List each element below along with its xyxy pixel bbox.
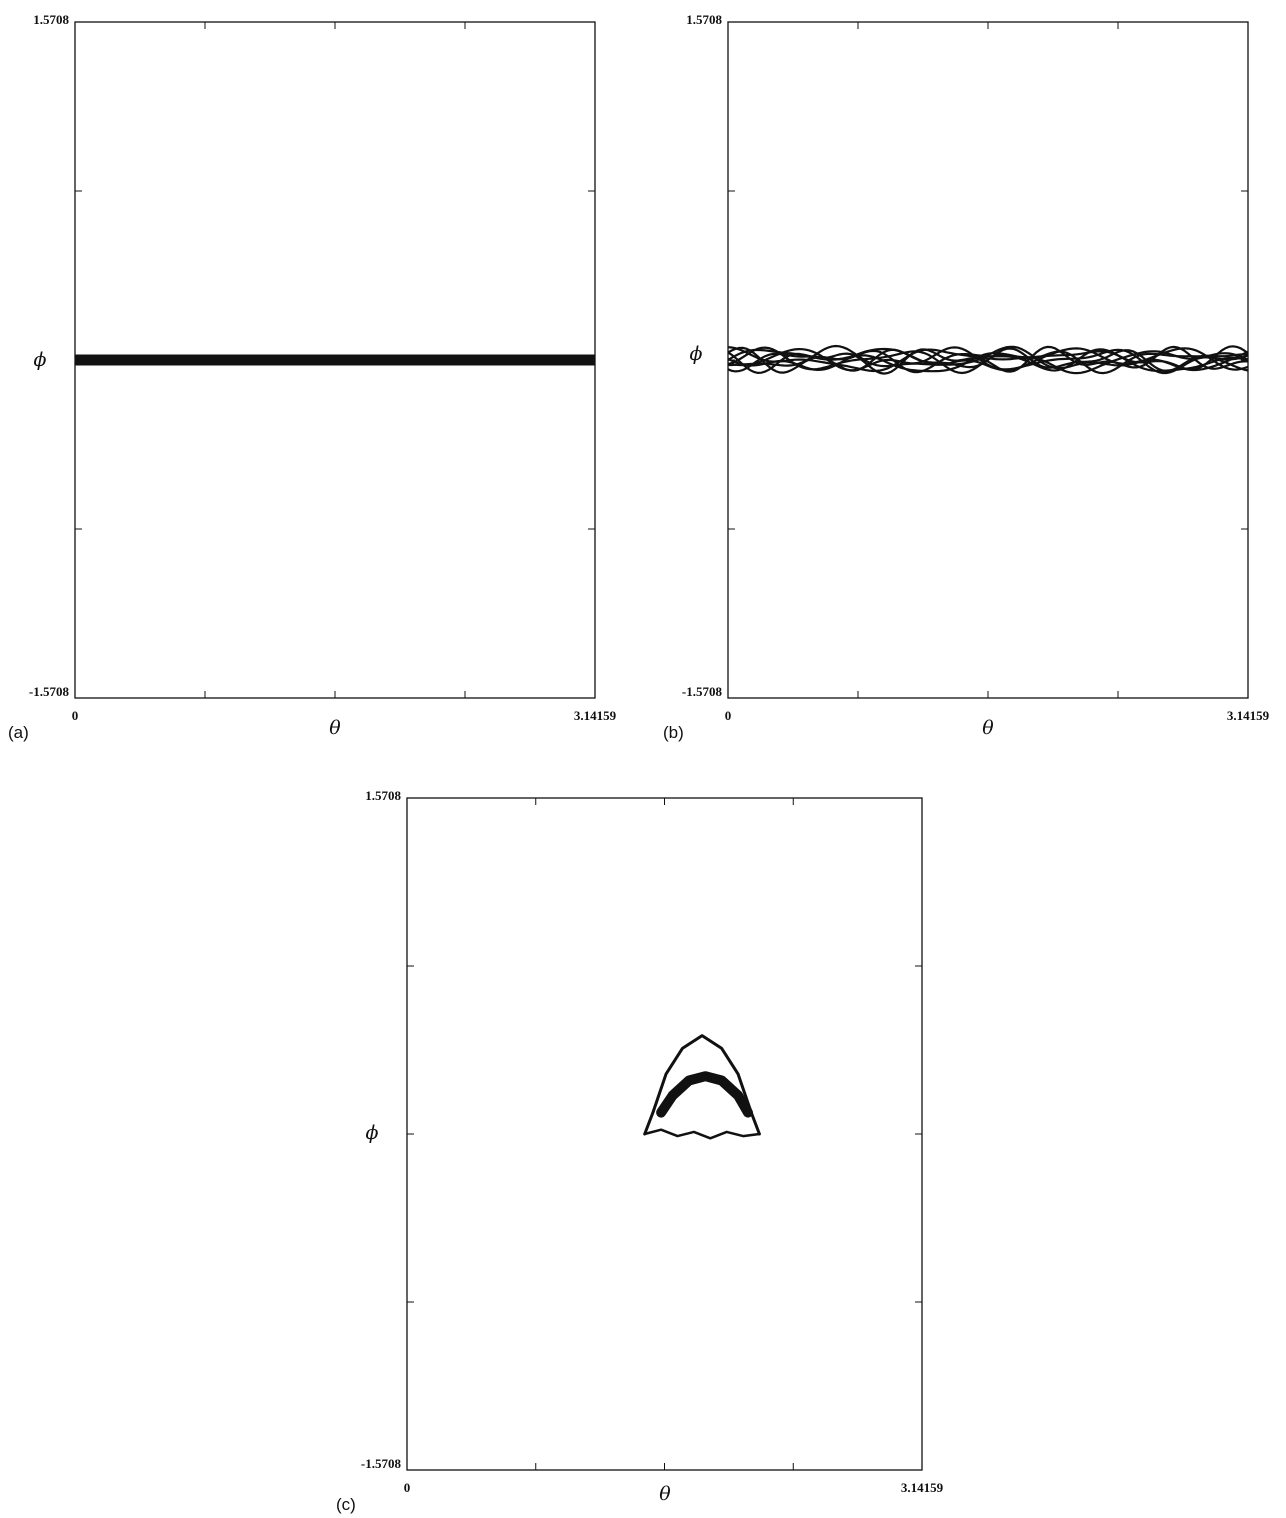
x-tick-label-min-a: 0 [72, 708, 79, 723]
y-tick-label-min-a: -1.5708 [29, 684, 70, 699]
x-tick-label-max-c: 3.14159 [901, 1480, 944, 1495]
y-axis-label-c: ϕ [366, 1122, 379, 1144]
x-tick-label-min-c: 0 [404, 1480, 411, 1495]
x-tick-label-min-b: 0 [725, 708, 732, 723]
y-axis-label-a: ϕ [34, 349, 47, 371]
y-tick-label-min-c: -1.5708 [361, 1456, 402, 1471]
plot-frame-c [406, 797, 923, 1471]
y-axis-label-b: ϕ [690, 343, 703, 365]
series-curve-c [643, 1128, 761, 1140]
series-trajectory-b [727, 347, 1249, 373]
x-tick-label-max-a: 3.14159 [574, 708, 617, 723]
x-axis-label-b: θ [982, 717, 994, 739]
x-tick-label-max-b: 3.14159 [1227, 708, 1270, 723]
chart-panel-c: 1.5708 -1.5708 0 3.14159 θ ϕ (c) [330, 770, 970, 1518]
panel-label-a: (a) [8, 723, 29, 742]
y-tick-label-min-b: -1.5708 [682, 684, 723, 699]
series-curve-c [643, 1034, 761, 1136]
chart-panel-b: 1.5708 -1.5708 0 3.14159 θ ϕ (b) [643, 0, 1286, 750]
panel-label-b: (b) [663, 723, 684, 742]
panel-label-c: (c) [336, 1495, 356, 1514]
series-trajectory-b [727, 346, 1249, 375]
x-axis-label-a: θ [329, 717, 341, 739]
y-tick-label-max-a: 1.5708 [33, 12, 69, 27]
chart-panel-a: 1.5708 -1.5708 0 3.14159 θ ϕ (a) [0, 0, 640, 750]
x-axis-label-c: θ [659, 1483, 671, 1505]
y-tick-label-max-c: 1.5708 [365, 788, 401, 803]
series-curve-c [656, 1071, 753, 1118]
y-tick-label-max-b: 1.5708 [686, 12, 722, 27]
